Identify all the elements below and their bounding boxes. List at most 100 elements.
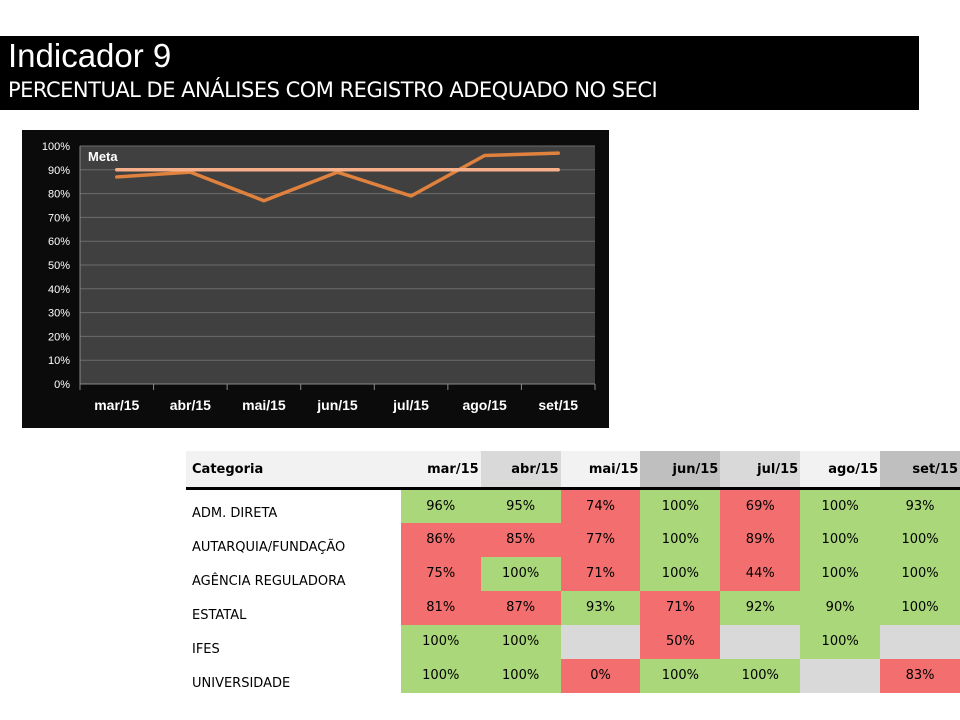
- meta-label: Meta: [88, 149, 118, 164]
- data-point: [483, 168, 487, 172]
- table-cell: 95%: [480, 488, 561, 523]
- table-cell: 81%: [400, 590, 481, 625]
- table-cell: 87%: [480, 590, 561, 625]
- table-cell: 100%: [800, 556, 881, 591]
- table-cell: 93%: [560, 590, 641, 625]
- table-cell: 71%: [640, 590, 721, 625]
- table-cell: 74%: [560, 488, 641, 523]
- x-tick-label: mar/15: [94, 397, 139, 413]
- table-cell: 100%: [640, 488, 721, 523]
- table-cell: 0%: [560, 658, 641, 693]
- x-tick-label: mai/15: [242, 397, 286, 413]
- header-month: set/15: [880, 451, 960, 489]
- table-cell: 69%: [720, 488, 801, 523]
- y-tick-label: 20%: [48, 331, 70, 343]
- table-cell: 100%: [880, 556, 960, 591]
- row-category: ESTATAL: [186, 590, 401, 625]
- data-point: [483, 154, 487, 158]
- y-tick-label: 0%: [54, 379, 70, 391]
- y-tick-label: 100%: [42, 141, 70, 153]
- y-tick-label: 80%: [48, 189, 70, 201]
- y-tick-label: 50%: [48, 260, 70, 272]
- data-point: [556, 168, 560, 172]
- table-cell: 100%: [400, 624, 481, 659]
- table-cell: 77%: [560, 522, 641, 557]
- table-cell: 71%: [560, 556, 641, 591]
- table-cell: [560, 624, 641, 659]
- table-cell: 100%: [400, 658, 481, 693]
- data-table: Categoria mar/15 abr/15 mai/15 jun/15 jul/15…: [186, 451, 960, 693]
- header-month: jul/15: [720, 451, 801, 489]
- row-category: AGÊNCIA REGULADORA: [186, 556, 401, 591]
- y-tick-label: 70%: [48, 212, 70, 224]
- table-body: ADM. DIRETA 96% 95% 74% 100% 69% 100% 93% AUTARQ…: [186, 488, 960, 693]
- table-row: UNIVERSIDADE 100% 100% 0% 100% 100% 83%: [186, 658, 960, 693]
- data-point: [409, 194, 413, 198]
- data-point: [115, 175, 119, 179]
- table-row: AGÊNCIA REGULADORA 75% 100% 71% 100% 44% 100% 1…: [186, 556, 960, 591]
- y-tick-label: 10%: [48, 355, 70, 367]
- y-tick-label: 40%: [48, 284, 70, 296]
- table-header-row: Categoria mar/15 abr/15 mai/15 jun/15 jul/15…: [186, 451, 960, 489]
- data-point: [262, 168, 266, 172]
- data-point: [336, 168, 339, 172]
- header-month: mar/15: [400, 451, 481, 489]
- table-cell: 100%: [800, 624, 881, 659]
- table-cell: 100%: [640, 522, 721, 557]
- data-point: [556, 151, 560, 155]
- table-cell: 85%: [480, 522, 561, 557]
- page-title: Indicador 9: [8, 37, 172, 74]
- table-row: ADM. DIRETA 96% 95% 74% 100% 69% 100% 93%: [186, 488, 960, 523]
- table-cell: 100%: [480, 624, 561, 659]
- row-category: AUTARQUIA/FUNDAÇÃO: [186, 522, 401, 557]
- row-category: UNIVERSIDADE: [186, 658, 401, 693]
- table-cell: 100%: [640, 658, 721, 693]
- line-chart: 0% 10% 20% 30% 40% 50% 60% 70% 80% 90% 100% mar/15 a…: [42, 141, 596, 413]
- header-month: abr/15: [480, 451, 561, 489]
- table-cell: 100%: [480, 658, 561, 693]
- table-cell: 100%: [720, 658, 801, 693]
- table-row: AUTARQUIA/FUNDAÇÃO 86% 85% 77% 100% 89% 100% 10…: [186, 522, 960, 557]
- table-cell: 89%: [720, 522, 801, 557]
- table-cell: [720, 624, 801, 659]
- data-point: [262, 199, 266, 203]
- x-tick-label: jul/15: [392, 397, 429, 413]
- data-point: [188, 168, 192, 172]
- x-tick-label: jun/15: [316, 397, 358, 413]
- table-cell: [800, 658, 881, 693]
- line-chart-panel: 0% 10% 20% 30% 40% 50% 60% 70% 80% 90% 100% mar/15 a…: [22, 130, 609, 428]
- header-month: jun/15: [640, 451, 721, 489]
- table-cell: 100%: [640, 556, 721, 591]
- header-month: mai/15: [560, 451, 641, 489]
- page-subtitle: PERCENTUAL DE ANÁLISES COM REGISTRO ADEQ…: [8, 78, 658, 102]
- x-tick-label: set/15: [538, 397, 578, 413]
- table-cell: 100%: [880, 522, 960, 557]
- table-cell: 44%: [720, 556, 801, 591]
- table-row: IFES 100% 100% 50% 100%: [186, 624, 960, 659]
- data-point: [409, 168, 413, 172]
- table-cell: 86%: [400, 522, 481, 557]
- table-cell: 100%: [880, 590, 960, 625]
- header-categoria: Categoria: [186, 451, 401, 489]
- x-tick-label: abr/15: [170, 397, 211, 413]
- table-cell: [880, 624, 960, 659]
- table-cell: 90%: [800, 590, 881, 625]
- table-cell: 100%: [480, 556, 561, 591]
- row-category: ADM. DIRETA: [186, 488, 401, 523]
- table-cell: 75%: [400, 556, 481, 591]
- y-tick-label: 30%: [48, 308, 70, 320]
- table-row: ESTATAL 81% 87% 93% 71% 92% 90% 100%: [186, 590, 960, 625]
- table-cell: 100%: [800, 522, 881, 557]
- table-cell: 50%: [640, 624, 721, 659]
- header-month: ago/15: [800, 451, 881, 489]
- table-cell: 83%: [880, 658, 960, 693]
- title-bar: Indicador 9 PERCENTUAL DE ANÁLISES COM R…: [0, 36, 919, 110]
- table-cell: 100%: [800, 488, 881, 523]
- x-tick-label: ago/15: [462, 397, 507, 413]
- row-category: IFES: [186, 624, 401, 659]
- y-tick-label: 60%: [48, 236, 70, 248]
- table-cell: 93%: [880, 488, 960, 523]
- table-cell: 92%: [720, 590, 801, 625]
- data-point: [115, 168, 119, 172]
- table-cell: 96%: [400, 488, 481, 523]
